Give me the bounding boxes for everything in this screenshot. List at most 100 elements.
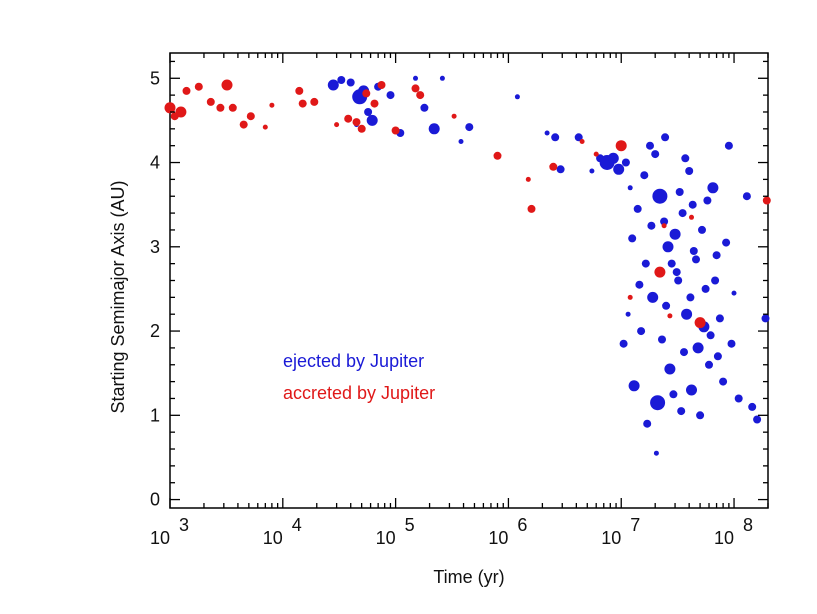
ejected-point	[692, 342, 704, 354]
x-tick-exponent: 4	[292, 515, 302, 535]
ejected-point	[731, 290, 737, 296]
ejected-point	[386, 91, 395, 100]
ejected-point	[713, 352, 722, 361]
ejected-point	[366, 114, 378, 126]
ejected-point	[688, 200, 697, 209]
ejected-point	[544, 130, 550, 136]
accreted-point	[262, 124, 268, 130]
ejected-point	[641, 259, 650, 268]
accreted-point	[527, 204, 536, 213]
accreted-point	[667, 313, 673, 319]
ejected-point	[662, 241, 674, 253]
accreted-point	[493, 151, 502, 160]
ejected-point	[669, 390, 678, 399]
ejected-point	[613, 163, 625, 175]
ejected-point	[337, 76, 346, 84]
ejected-point	[625, 311, 631, 317]
accreted-point	[416, 91, 425, 100]
accreted-point	[295, 86, 304, 95]
ejected-point	[650, 395, 666, 411]
ejected-point	[680, 348, 688, 357]
accreted-point	[269, 102, 275, 108]
ejected-point	[675, 188, 684, 196]
ejected-point	[646, 141, 654, 150]
ejected-point	[658, 335, 666, 344]
ejected-point	[589, 168, 595, 174]
y-tick-label: 4	[150, 153, 160, 173]
x-axis-title: Time (yr)	[433, 567, 504, 587]
ejected-point	[722, 238, 731, 247]
data-points	[164, 75, 771, 456]
ejected-point	[761, 314, 770, 323]
legend-accreted: accreted by Jupiter	[283, 383, 435, 403]
ejected-point	[748, 402, 757, 411]
x-tick-exponent: 7	[630, 515, 640, 535]
ejected-point	[439, 75, 445, 81]
ejected-point	[633, 204, 642, 213]
ejected-point	[364, 108, 373, 116]
accreted-point	[579, 139, 585, 144]
accreted-point	[206, 97, 215, 106]
ejected-point	[706, 331, 715, 340]
x-tick-label: 10	[488, 528, 508, 548]
ejected-point	[420, 103, 429, 112]
accreted-point	[661, 223, 667, 229]
ejected-point	[701, 284, 710, 293]
y-axis-title: Starting Semimajor Axis (AU)	[108, 180, 128, 413]
accreted-point	[175, 106, 187, 118]
ejected-point	[628, 234, 637, 243]
x-tick-exponent: 3	[179, 515, 189, 535]
x-tick-exponent: 5	[405, 515, 415, 535]
accreted-point	[182, 86, 191, 95]
accreted-point	[593, 151, 599, 157]
x-tick-label: 10	[376, 528, 396, 548]
ejected-point	[678, 209, 687, 218]
ejected-point	[640, 171, 649, 180]
accreted-point	[525, 176, 531, 182]
ejected-point	[637, 327, 646, 336]
accreted-point	[762, 196, 771, 205]
ejected-point	[635, 280, 644, 289]
x-tick-label: 10	[150, 528, 170, 548]
ejected-point	[662, 301, 671, 310]
ejected-point	[574, 133, 583, 142]
ejected-point	[413, 75, 418, 81]
accreted-point	[689, 214, 694, 220]
ejected-point	[428, 123, 440, 135]
accreted-point	[194, 82, 203, 91]
ejected-point	[681, 308, 693, 320]
accreted-point	[411, 84, 420, 93]
ejected-point	[514, 94, 520, 100]
y-axis-ticks: 0 1 2 3 4 5	[150, 60, 768, 510]
ejected-point	[551, 133, 560, 142]
ejected-point	[686, 384, 697, 396]
ejected-point	[703, 196, 712, 205]
ejected-point	[696, 411, 705, 420]
accreted-point	[362, 89, 371, 98]
x-tick-exponent: 8	[743, 515, 753, 535]
accreted-point	[334, 122, 340, 128]
accreted-point	[615, 140, 627, 152]
ejected-point	[652, 188, 668, 204]
ejected-point	[621, 158, 630, 167]
accreted-point	[370, 99, 379, 108]
ejected-point	[667, 259, 676, 268]
y-tick-label: 1	[150, 405, 160, 425]
ejected-point	[672, 268, 681, 277]
accreted-point	[694, 317, 706, 329]
ejected-point	[556, 165, 565, 174]
ejected-point	[685, 167, 694, 175]
ejected-point	[698, 225, 706, 234]
accreted-point	[549, 162, 558, 171]
ejected-point	[661, 133, 670, 142]
ejected-point	[707, 182, 719, 194]
ejected-point	[346, 78, 355, 87]
ejected-point	[734, 394, 743, 403]
ejected-point	[715, 314, 724, 323]
accreted-point	[377, 81, 386, 89]
ejected-point	[692, 255, 700, 264]
ejected-point	[681, 154, 690, 163]
accreted-point	[246, 112, 255, 121]
